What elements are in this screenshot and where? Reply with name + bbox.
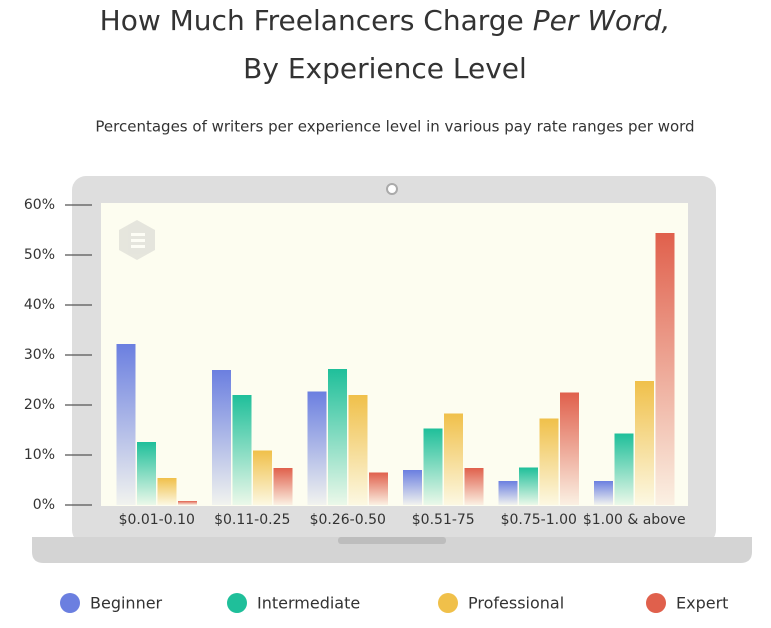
x-tick-label: $0.01-0.10 — [119, 512, 195, 528]
chart-title: How Much Freelancers Charge Per Word, — [100, 4, 671, 37]
bar — [635, 381, 654, 505]
logo — [119, 220, 155, 260]
y-tick-label: 50% — [24, 247, 55, 263]
laptop-notch — [338, 537, 446, 544]
legend-label: Expert — [676, 594, 728, 613]
legend-label: Intermediate — [257, 594, 360, 613]
bar — [614, 433, 634, 505]
bar — [444, 413, 463, 505]
title-italic: Per Word, — [533, 4, 671, 37]
bar — [423, 428, 443, 505]
bar — [594, 481, 613, 505]
chart-subtitle: Percentages of writers per experience le… — [95, 118, 694, 136]
laptop-base — [32, 537, 752, 563]
x-tick-label: $1.00 & above — [583, 512, 686, 528]
legend-label: Beginner — [90, 594, 163, 613]
legend-swatch — [438, 593, 458, 613]
y-tick-label: 60% — [24, 197, 55, 213]
bar — [137, 442, 156, 505]
bar — [560, 392, 579, 505]
bar — [178, 501, 197, 505]
y-tick-label: 0% — [33, 497, 55, 513]
x-tick-label: $0.75-1.00 — [501, 512, 577, 528]
bar — [348, 395, 368, 505]
title-line: How Much Freelancers Charge — [100, 4, 524, 37]
bar — [232, 395, 252, 505]
bar — [328, 369, 347, 505]
bar — [273, 468, 293, 505]
y-tick-label: 30% — [24, 347, 55, 363]
legend-swatch — [646, 593, 666, 613]
legend: Beginner Intermediate Professional Expert — [60, 593, 728, 613]
legend-label: Professional — [468, 594, 564, 613]
bar — [464, 468, 484, 505]
laptop-camera — [386, 183, 398, 195]
bar — [116, 344, 136, 505]
bar — [212, 370, 231, 505]
x-tick-label: $0.11-0.25 — [214, 512, 290, 528]
y-tick-label: 40% — [24, 297, 55, 313]
x-tick-label: $0.26-0.50 — [310, 512, 386, 528]
bar — [519, 467, 538, 505]
bar — [369, 472, 388, 505]
x-tick-label: $0.51-75 — [412, 512, 475, 528]
bar — [253, 450, 272, 505]
bar — [403, 470, 422, 505]
bar — [307, 391, 327, 505]
legend-swatch — [60, 593, 80, 613]
y-tick-label: 20% — [24, 397, 55, 413]
legend-swatch — [227, 593, 247, 613]
bar — [539, 418, 559, 505]
laptop-screen — [101, 203, 688, 506]
y-tick-label: 10% — [24, 447, 55, 463]
bar — [498, 481, 518, 505]
chart-title-line2: By Experience Level — [243, 52, 527, 85]
bar — [655, 233, 675, 505]
bar — [157, 478, 177, 505]
